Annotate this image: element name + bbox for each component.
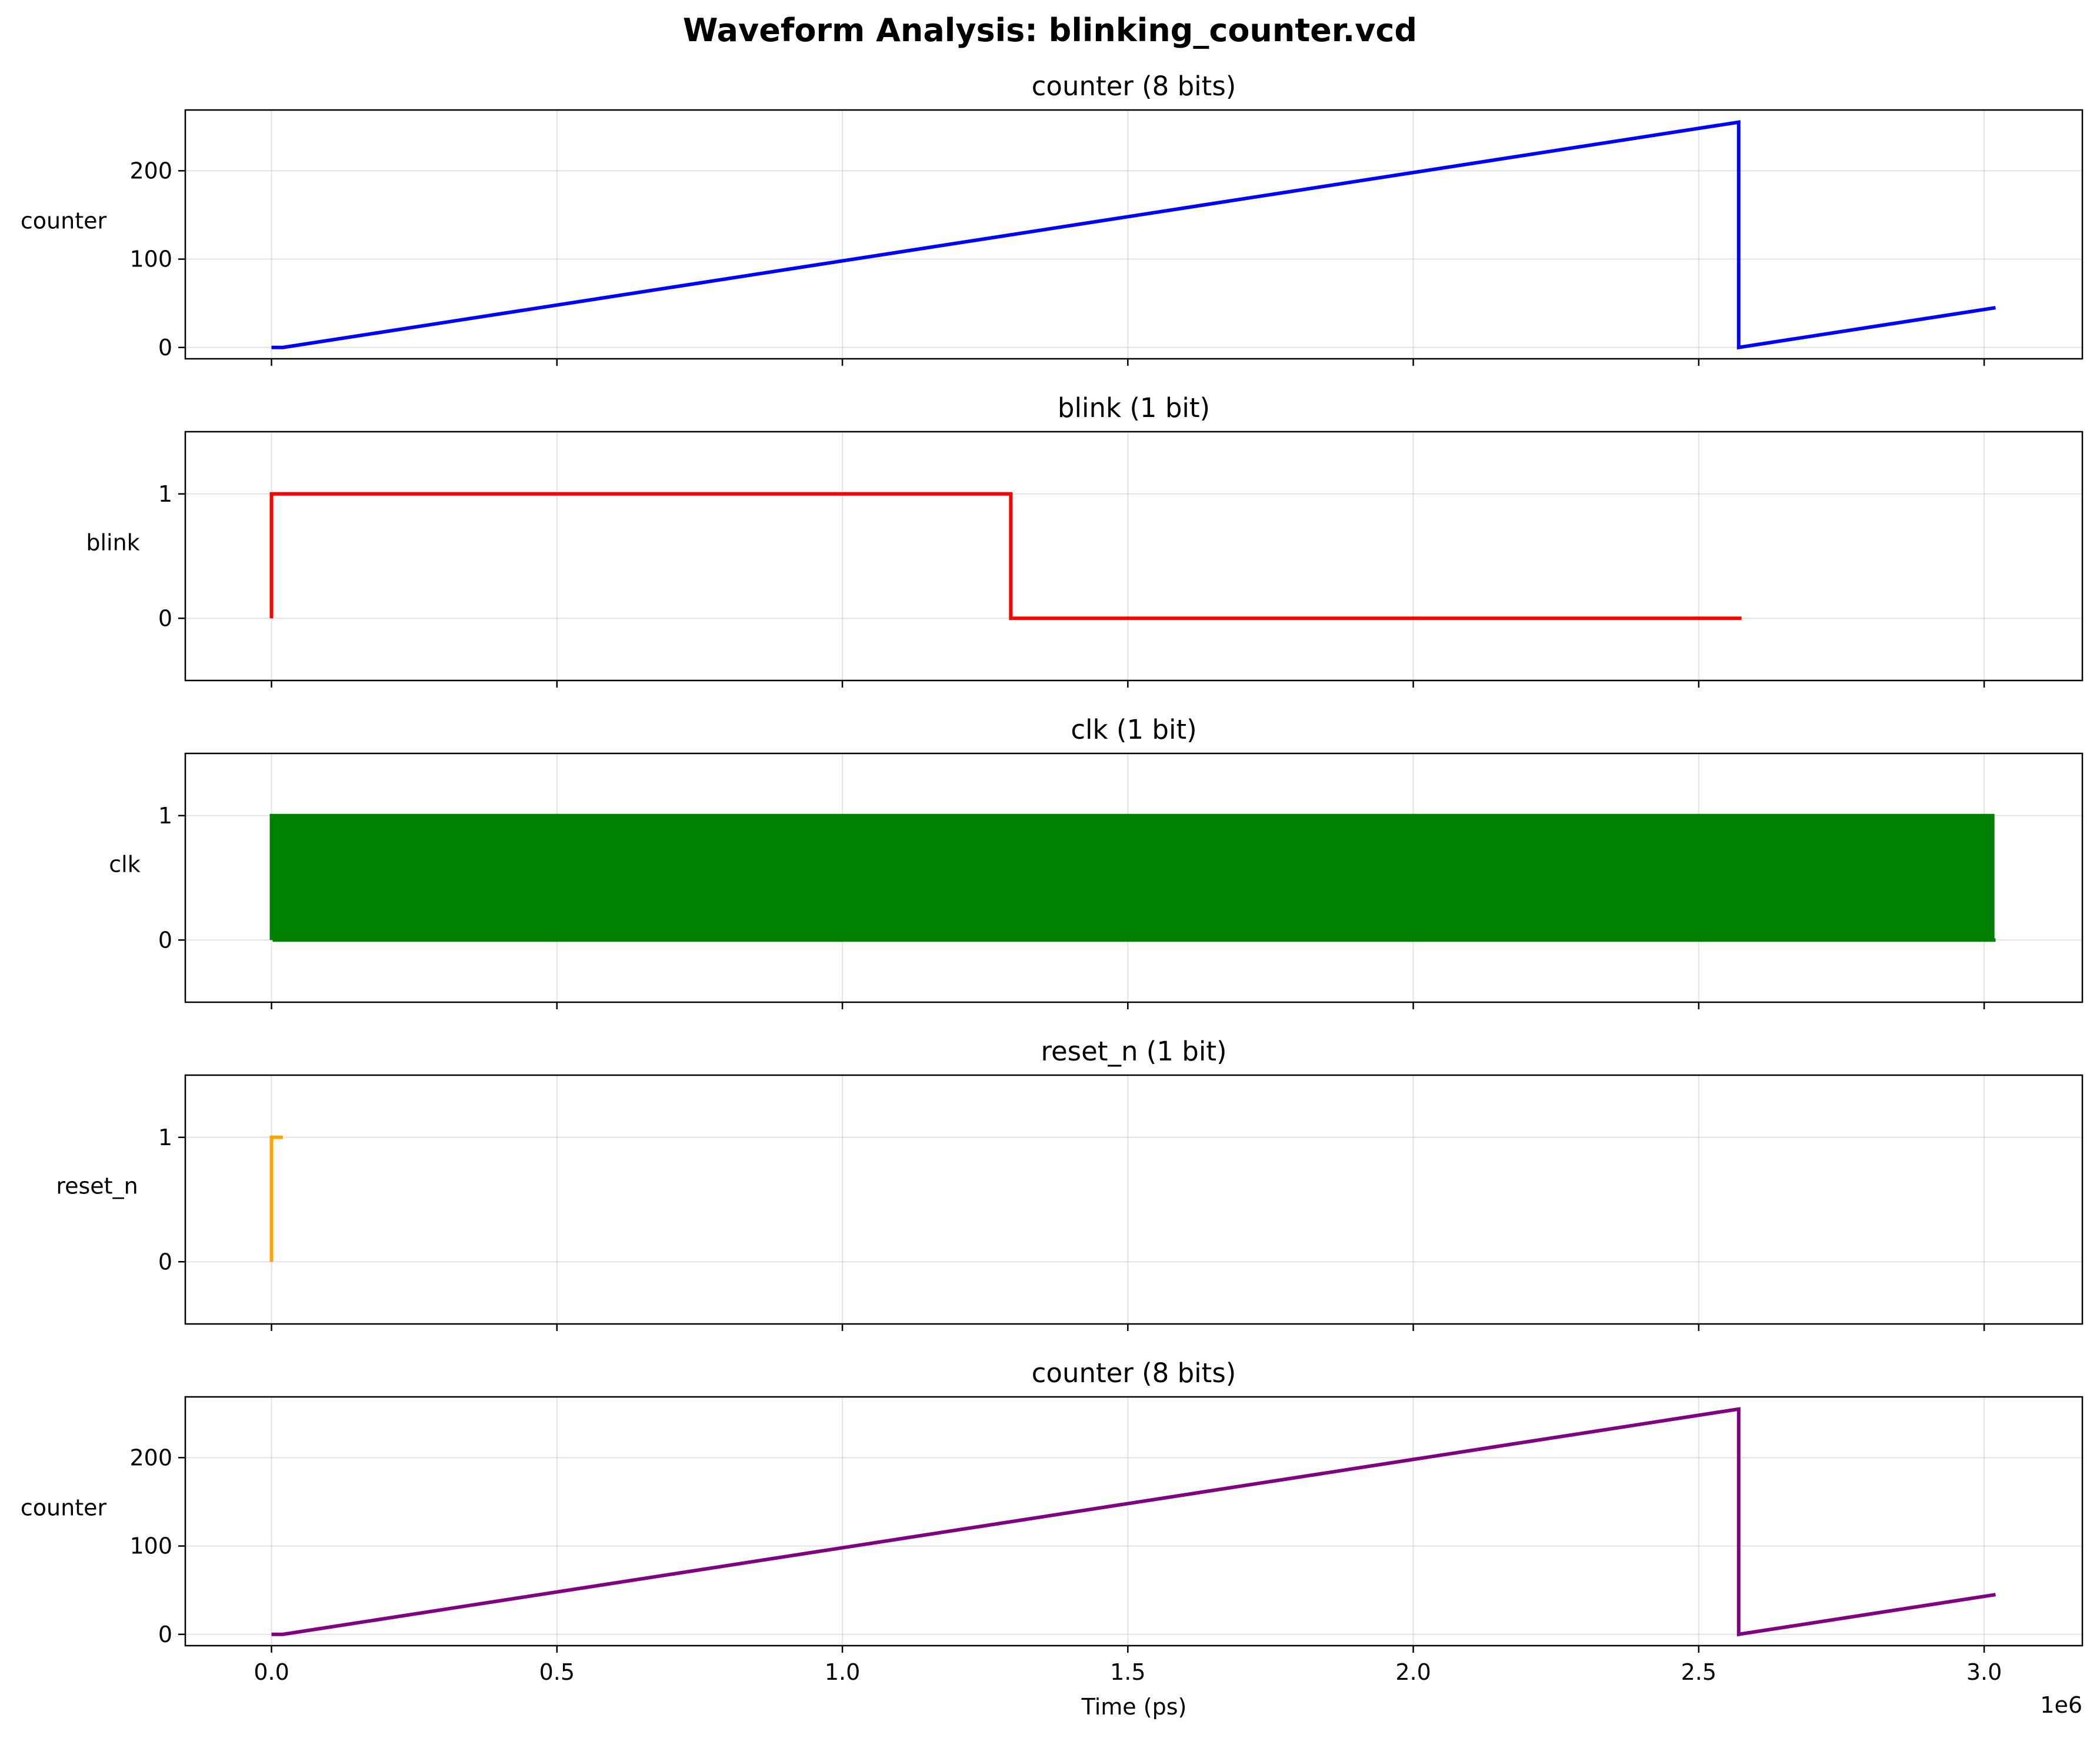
y-tick-label: 100 <box>129 246 172 272</box>
y-tick-label: 100 <box>129 1533 172 1559</box>
series-line-counter <box>271 120 1996 350</box>
y-tick-label: 0 <box>158 1249 172 1275</box>
x-axis-offset-text: 1e6 <box>2040 1692 2082 1718</box>
axes-frame <box>184 431 2084 682</box>
x-tick-label: 0.5 <box>539 1659 575 1685</box>
y-axis-label: counter <box>21 208 107 234</box>
y-tick-label: 0 <box>158 1622 172 1647</box>
axes-frame <box>184 109 2084 360</box>
panel-1: 0 100 200 counter (8 bits) counter <box>21 71 2084 366</box>
figure-title: Waveform Analysis: blinking_counter.vcd <box>683 12 1417 49</box>
panel-4: 0 1 reset_n (1 bit) reset_n <box>56 1036 2084 1331</box>
x-tick-label: 3.0 <box>1966 1659 2002 1685</box>
y-tick-label: 1 <box>158 1125 172 1150</box>
series-line-clk <box>269 813 1996 942</box>
series-line-reset_n <box>269 1135 283 1262</box>
y-tick-label: 1 <box>158 803 172 829</box>
y-tick-label: 0 <box>158 927 172 953</box>
panel-title: counter (8 bits) <box>1032 1357 1236 1389</box>
y-tick-label: 1 <box>158 481 172 507</box>
panel-5: 0.0 0.5 1.0 1.5 2.0 2.5 3.0 0 100 200 counter (8 b… <box>21 1357 2084 1685</box>
axes-frame <box>184 1074 2084 1325</box>
x-tick-label: 2.5 <box>1681 1659 1716 1685</box>
y-axis-label: counter <box>21 1495 107 1521</box>
panel-title: counter (8 bits) <box>1032 71 1236 102</box>
axes-frame <box>184 752 2084 1003</box>
x-tick-label: 1.0 <box>825 1659 860 1685</box>
y-axis-label: reset_n <box>56 1173 138 1199</box>
panel-title: reset_n (1 bit) <box>1041 1036 1226 1067</box>
y-tick-label: 0 <box>158 605 172 631</box>
panel-2: 0 1 blink (1 bit) blink <box>86 392 2084 688</box>
y-tick-label: 0 <box>158 335 172 361</box>
series-line-counter <box>271 1407 1996 1637</box>
x-tick-label: 0.0 <box>254 1659 289 1685</box>
x-tick-label: 2.0 <box>1395 1659 1431 1685</box>
panel-title: clk (1 bit) <box>1071 714 1196 745</box>
x-axis-label: Time (ps) <box>1081 1694 1187 1720</box>
y-tick-label: 200 <box>129 158 172 184</box>
x-tick-label: 1.5 <box>1110 1659 1145 1685</box>
panel-3: 0 1 clk (1 bit) clk <box>109 714 2084 1009</box>
series-line-blink <box>269 492 1742 621</box>
y-axis-label: blink <box>86 530 139 556</box>
y-axis-label: clk <box>109 852 140 878</box>
panel-title: blink (1 bit) <box>1058 392 1210 423</box>
y-tick-label: 200 <box>129 1445 172 1470</box>
axes-frame <box>184 1396 2084 1647</box>
